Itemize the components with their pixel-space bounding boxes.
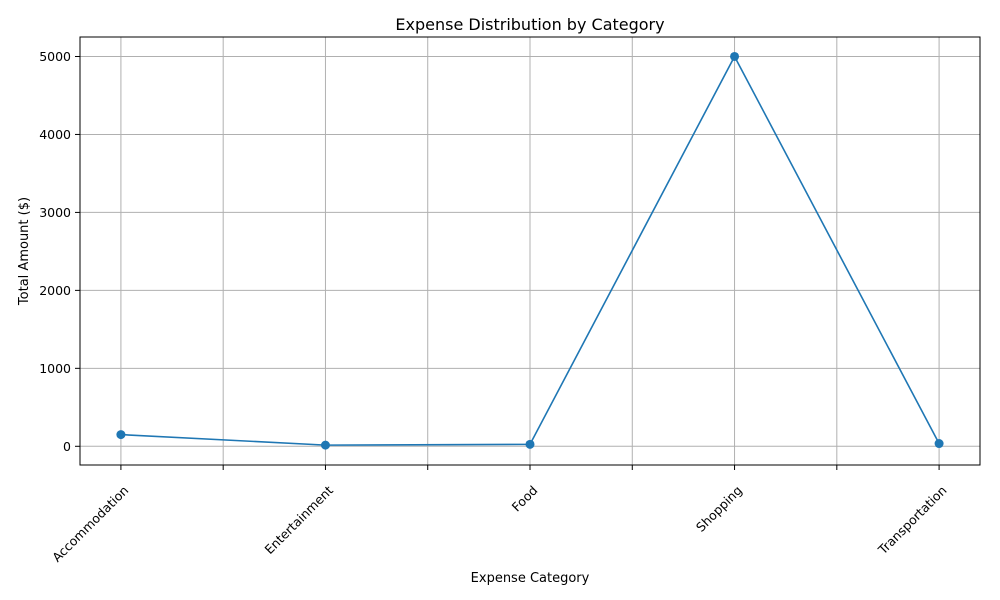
y-tick-label: 4000: [39, 127, 71, 142]
y-tick-label: 3000: [39, 205, 71, 220]
x-ticks: Accommodation Entertainment Food Shopping Tr…: [49, 465, 950, 565]
x-tick-label: Entertainment: [262, 483, 336, 557]
y-tick-label: 5000: [39, 49, 71, 64]
data-point: [116, 430, 126, 440]
x-tick-label: Food: [509, 483, 541, 515]
x-axis-label: Expense Category: [471, 571, 590, 586]
y-ticks: 0 1000 2000 3000 4000 5000: [39, 49, 80, 454]
data-point: [320, 440, 330, 450]
grid: [80, 37, 980, 465]
x-tick-label: Accommodation: [49, 483, 131, 565]
y-axis-label: Total Amount ($): [17, 197, 32, 306]
data-point: [525, 439, 535, 449]
x-tick-label: Transportation: [874, 483, 949, 558]
x-tick-label: Shopping: [693, 483, 745, 535]
y-tick-label: 0: [63, 439, 71, 454]
y-tick-label: 2000: [39, 283, 71, 298]
data-point: [934, 439, 944, 449]
data-point: [730, 51, 740, 61]
y-tick-label: 1000: [39, 361, 71, 376]
marker-layer: [116, 51, 944, 450]
chart-title: Expense Distribution by Category: [395, 15, 664, 34]
